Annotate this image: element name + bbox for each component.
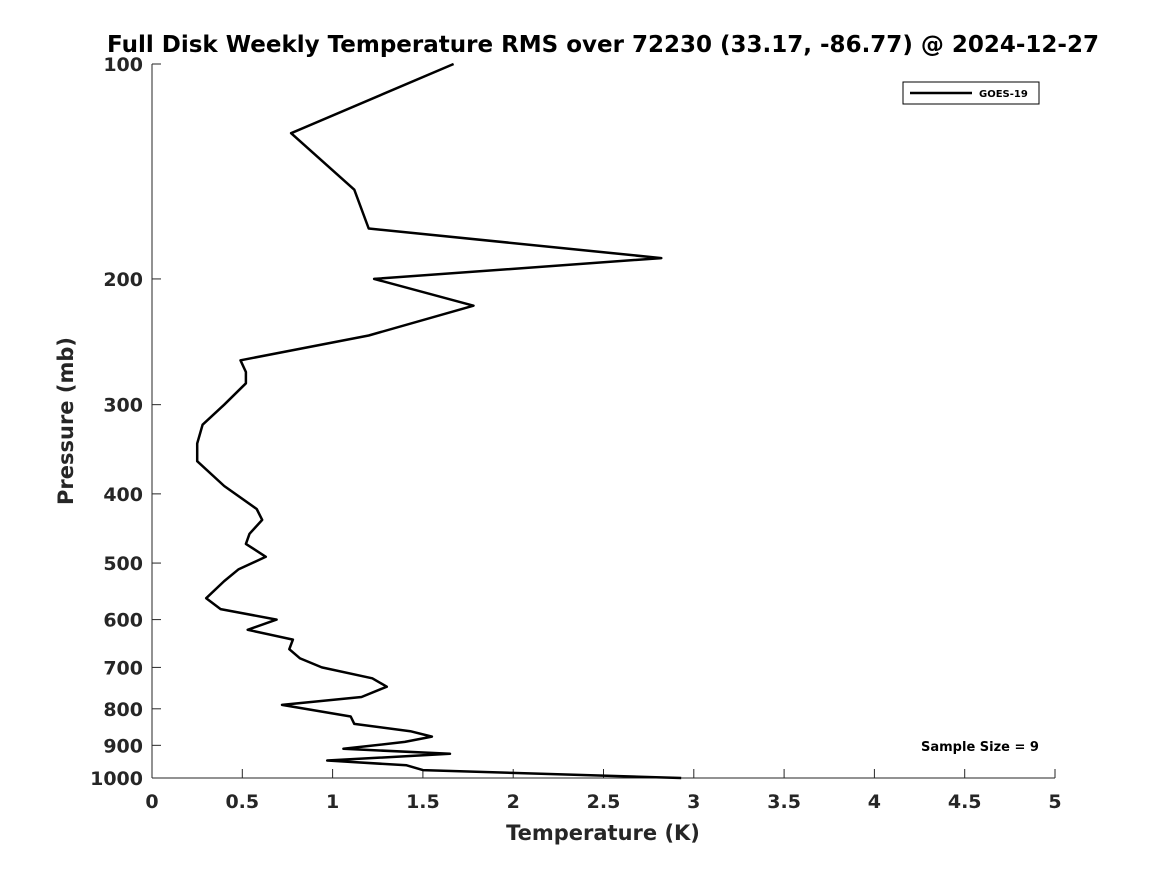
y-ticks: 100 200 300 400 500 600 700 800 900 1000	[90, 54, 161, 790]
chart-title: Full Disk Weekly Temperature RMS over 72…	[107, 32, 1099, 58]
x-tick-label: 3	[687, 791, 700, 813]
series-line	[195, 62, 682, 780]
x-tick-label: 3.5	[767, 791, 801, 813]
sample-size-annotation: Sample Size = 9	[921, 740, 1039, 755]
y-tick-label: 800	[103, 699, 143, 721]
y-tick-label: 200	[103, 269, 143, 291]
legend: GOES-19	[902, 81, 1040, 105]
x-tick-label: 1	[326, 791, 339, 813]
y-tick-label: 400	[103, 484, 143, 506]
y-tick-label: 600	[103, 610, 143, 632]
x-tick-label: 0.5	[225, 791, 259, 813]
y-axis-label: Pressure (mb)	[54, 337, 78, 505]
x-tick-label: 4.5	[948, 791, 982, 813]
y-tick-label: 100	[103, 54, 143, 76]
x-ticks: 0 0.5 1 1.5 2 2.5 3 3.5 4 4.5 5	[145, 769, 1062, 813]
x-tick-label: 1.5	[406, 791, 440, 813]
legend-label: GOES-19	[979, 89, 1028, 100]
y-tick-label: 300	[103, 395, 143, 417]
y-tick-label: 500	[103, 553, 143, 575]
x-tick-label: 4	[868, 791, 881, 813]
x-tick-label: 2	[507, 791, 520, 813]
x-tick-label: 2.5	[587, 791, 621, 813]
x-tick-label: 0	[145, 791, 158, 813]
y-tick-label: 1000	[90, 768, 143, 790]
y-tick-label: 700	[103, 657, 143, 679]
plot-background	[152, 64, 1055, 778]
y-tick-label: 900	[103, 735, 143, 757]
series-group	[195, 62, 682, 780]
x-tick-label: 5	[1048, 791, 1061, 813]
x-axis-label: Temperature (K)	[506, 821, 700, 845]
